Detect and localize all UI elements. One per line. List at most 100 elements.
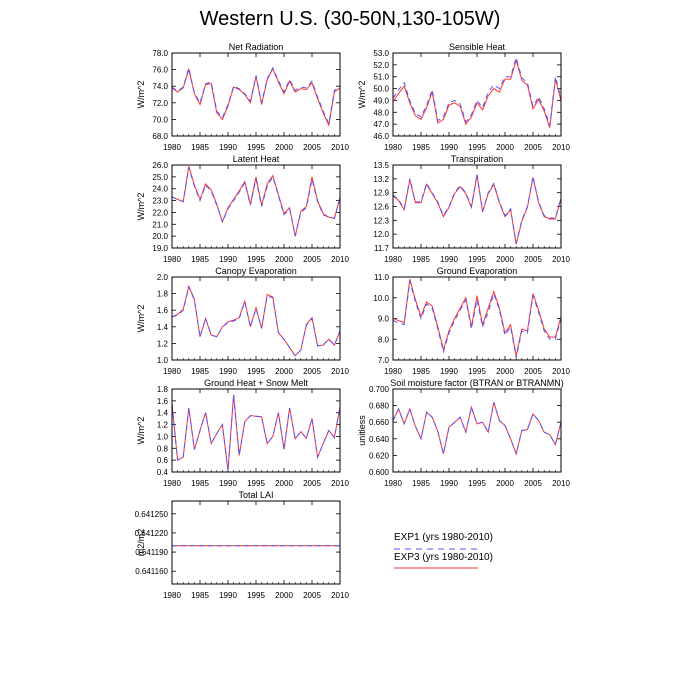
y-tick-label: 0.4 [157,468,169,477]
series-line-exp3 [393,402,561,456]
y-tick-label: 72.0 [152,99,168,108]
figure-title: Western U.S. (30-50N,130-105W) [199,8,501,30]
y-tick-label: 7.0 [378,356,390,365]
x-tick-label: 2005 [524,255,542,264]
y-tick-label: 23.0 [152,197,168,206]
y-tick-label: 52.0 [373,61,389,70]
x-tick-label: 1990 [440,255,458,264]
y-tick-label: 1.8 [157,385,169,394]
y-tick-label: 53.0 [373,49,389,58]
x-tick-label: 2000 [275,591,293,600]
y-tick-label: 48.0 [373,108,389,117]
x-tick-label: 1995 [247,591,265,600]
panel-8: Soil moisture factor (BTRAN or BTRANMN) u… [357,378,570,488]
x-tick-label: 1980 [384,255,402,264]
y-axis-label: W/m^2 [136,193,146,221]
series-line-exp3 [172,284,340,357]
x-tick-label: 1995 [247,255,265,264]
series-line-exp3 [393,58,561,128]
y-tick-label: 25.0 [152,173,168,182]
y-axis-label: W/m^2 [136,417,146,445]
series-line-exp3 [172,166,340,237]
series-line-exp1 [172,394,340,471]
x-tick-label: 2010 [552,255,570,264]
x-tick-label: 1990 [219,479,237,488]
series-line-exp3 [393,278,561,356]
x-tick-label: 1980 [384,143,402,152]
panel-title: Canopy Evaporation [215,266,297,276]
x-tick-label: 1980 [163,143,181,152]
x-tick-label: 2000 [496,255,514,264]
x-tick-label: 2005 [524,367,542,376]
y-tick-label: 22.0 [152,208,168,217]
y-tick-label: 1.2 [157,339,169,348]
y-tick-label: 0.641220 [135,529,169,538]
plot-frame [171,164,341,249]
panel-title: Sensible Heat [449,42,506,52]
y-tick-label: 11.7 [374,244,390,253]
x-tick-label: 1990 [219,143,237,152]
y-tick-label: 20.0 [152,232,168,241]
y-tick-label: 0.660 [369,418,390,427]
panel-title: Transpiration [451,154,503,164]
y-tick-label: 21.0 [152,220,168,229]
y-tick-label: 0.8 [157,444,169,453]
legend-label-exp3: EXP3 (yrs 1980-2010) [394,552,493,563]
y-tick-label: 12.6 [373,203,389,212]
panel-title: Ground Evaporation [437,266,518,276]
panel-title: Soil moisture factor (BTRAN or BTRANMN) [390,378,564,388]
x-tick-label: 2005 [303,143,321,152]
x-tick-label: 2000 [496,143,514,152]
y-tick-label: 10.0 [373,294,389,303]
series-line-exp1 [172,65,340,126]
y-tick-label: 1.8 [157,290,169,299]
y-tick-label: 0.620 [369,451,390,460]
y-tick-label: 13.2 [373,175,389,184]
panel-title: Total LAI [238,490,273,500]
y-tick-label: 1.4 [157,323,169,332]
x-tick-label: 2000 [275,479,293,488]
x-tick-label: 1990 [440,367,458,376]
y-axis-label: W/m^2 [136,81,146,109]
y-tick-label: 0.640 [369,435,390,444]
x-tick-label: 1980 [163,255,181,264]
panels-group: Net Radiation W/m^2 1980 1985 1990 1995 2000 20… [135,42,571,600]
plot-frame [392,276,562,361]
y-tick-label: 46.0 [373,132,389,141]
x-tick-label: 1985 [191,255,209,264]
plot-frame [392,388,562,473]
panel-9: Total LAI m2/m2 1980 1985 1990 1995 2000 2005 20… [135,490,350,600]
x-tick-label: 1995 [247,479,265,488]
y-tick-label: 1.4 [157,409,169,418]
x-tick-label: 2005 [303,591,321,600]
y-tick-label: 0.680 [369,402,390,411]
x-tick-label: 1990 [219,255,237,264]
y-tick-label: 13.5 [373,161,389,170]
legend-label-exp1: EXP1 (yrs 1980-2010) [394,532,493,543]
x-tick-label: 2010 [552,367,570,376]
series-line-exp3 [172,394,340,471]
x-tick-label: 2010 [331,479,349,488]
y-axis-label: m2/m2 [136,529,146,557]
x-tick-label: 2005 [303,255,321,264]
x-tick-label: 2010 [552,479,570,488]
x-tick-label: 2005 [524,479,542,488]
x-tick-label: 1985 [191,143,209,152]
y-tick-label: 51.0 [373,73,389,82]
y-tick-label: 11.0 [374,273,390,282]
y-tick-label: 8.0 [378,335,390,344]
y-tick-label: 0.641190 [135,548,168,557]
y-tick-label: 49.0 [373,96,389,105]
x-tick-label: 2010 [552,143,570,152]
y-tick-label: 0.641160 [135,567,168,576]
panel-3: Latent Heat W/m^2 1980 1985 1990 1995 2000 2005… [136,154,349,264]
legend: EXP1 (yrs 1980-2010) EXP3 (yrs 1980-2010… [394,532,493,569]
series-line-exp3 [393,175,561,245]
y-tick-label: 2.0 [157,273,169,282]
y-tick-label: 74.0 [152,82,168,91]
y-axis-label: W/m^2 [357,81,367,109]
x-tick-label: 2000 [496,367,514,376]
y-tick-label: 12.0 [373,230,389,239]
x-tick-label: 2005 [524,143,542,152]
